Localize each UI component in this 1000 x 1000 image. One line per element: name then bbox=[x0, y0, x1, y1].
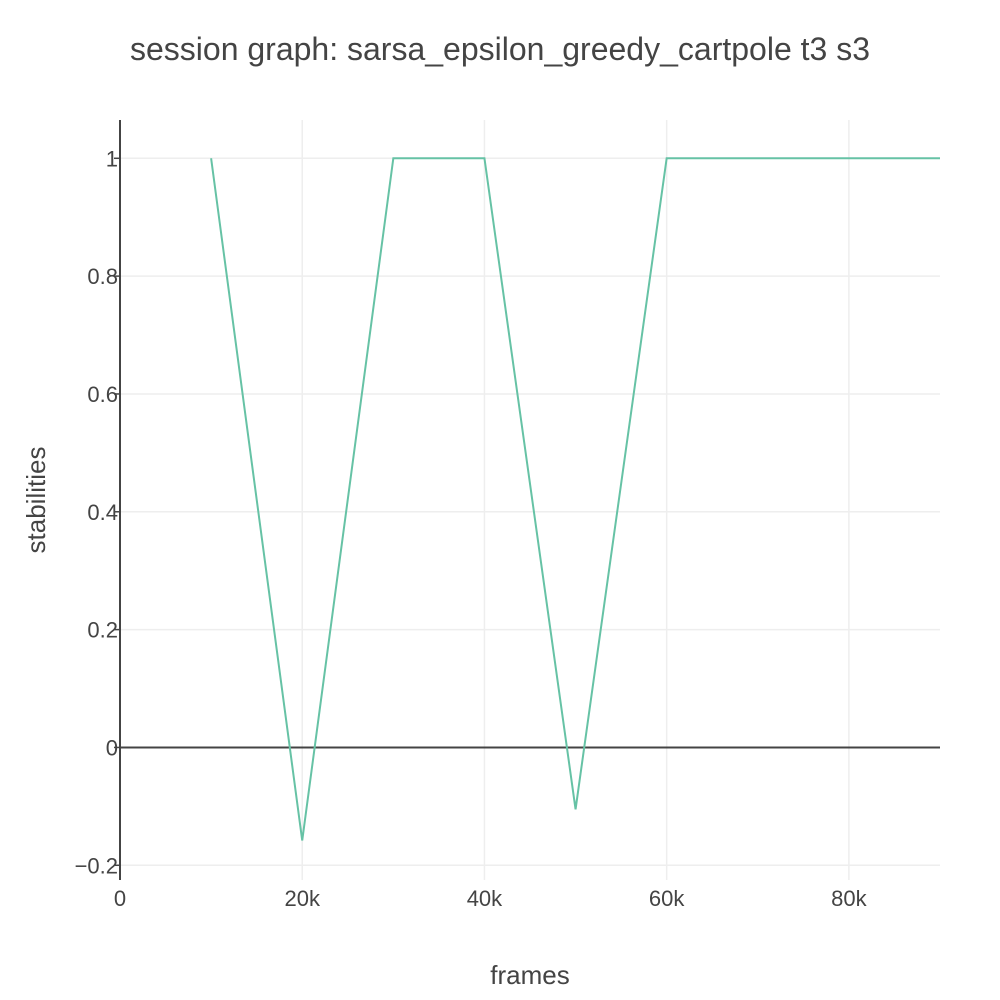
series-layer bbox=[210, 157, 940, 841]
x-tick-label: 0 bbox=[114, 886, 126, 911]
tick-labels: −0.2 0 0.2 0.4 0.6 0.8 1 0 20k 40k 60k 80k bbox=[75, 146, 868, 911]
y-tick-label: 0.8 bbox=[87, 264, 118, 289]
x-tick-label: 60k bbox=[649, 886, 685, 911]
y-tick-label: −0.2 bbox=[75, 853, 118, 878]
x-axis-title: frames bbox=[490, 960, 569, 990]
x-tick-label: 20k bbox=[284, 886, 320, 911]
y-axis-title: stabilities bbox=[21, 447, 51, 554]
y-tick-label: 0 bbox=[106, 735, 118, 760]
series-line bbox=[210, 157, 940, 841]
x-tick-label: 80k bbox=[831, 886, 867, 911]
y-tick-label: 0.2 bbox=[87, 618, 118, 643]
y-tick-label: 1 bbox=[106, 146, 118, 171]
chart-title: session graph: sarsa_epsilon_greedy_cart… bbox=[130, 31, 870, 67]
grid bbox=[120, 120, 940, 880]
axes bbox=[114, 120, 940, 880]
y-tick-label: 0.4 bbox=[87, 500, 118, 525]
x-tick-label: 40k bbox=[467, 886, 503, 911]
y-tick-label: 0.6 bbox=[87, 382, 118, 407]
